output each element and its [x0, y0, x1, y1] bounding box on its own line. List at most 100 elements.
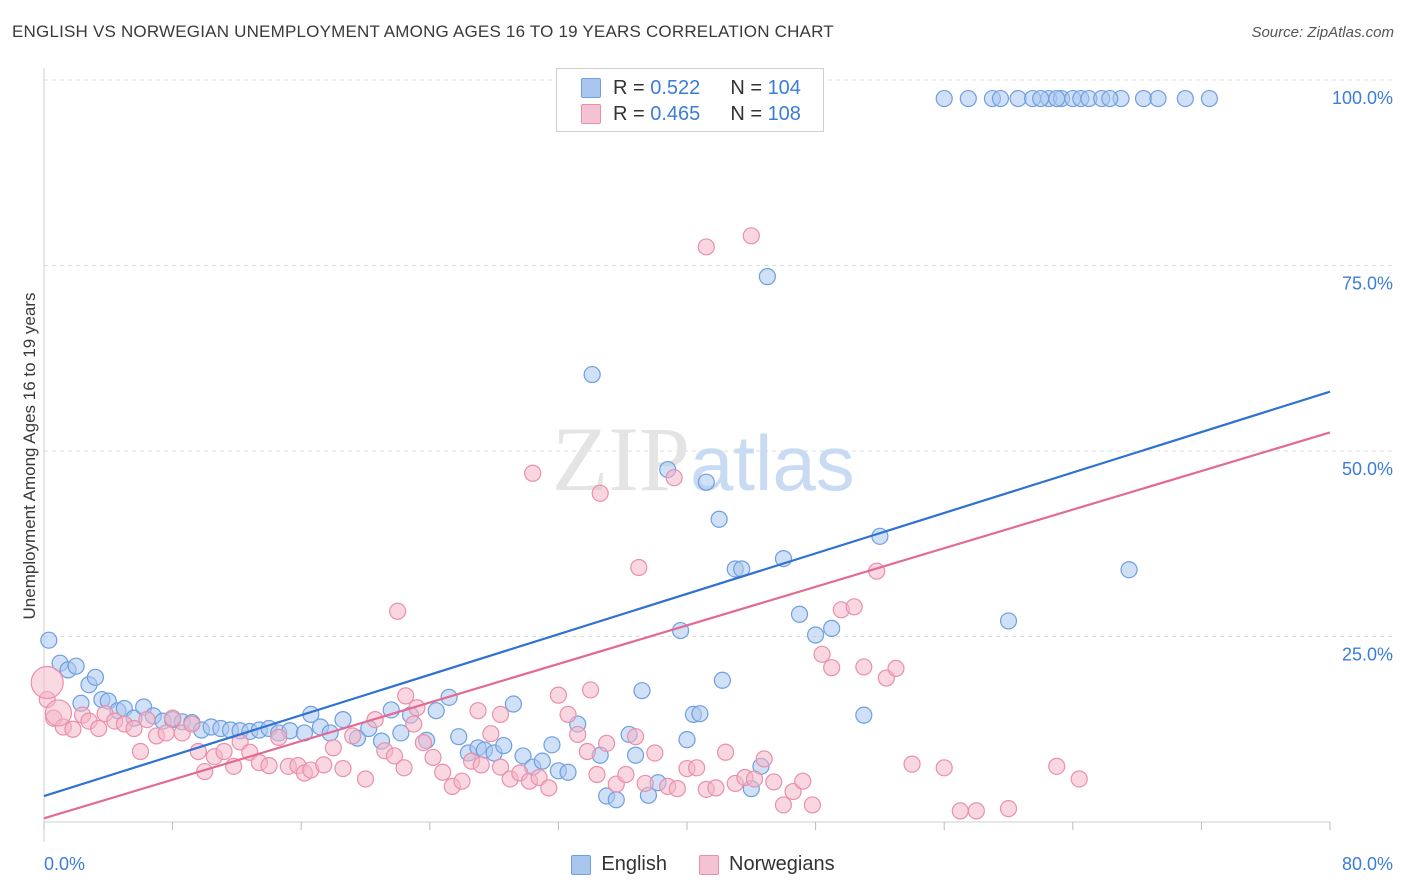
y-tick-label-100: 100.0%	[1332, 88, 1393, 108]
english-point	[697, 473, 715, 491]
english-point	[1149, 89, 1167, 108]
english-point	[1032, 89, 1050, 108]
norwegian-point	[164, 709, 182, 727]
norwegian-point	[183, 715, 201, 733]
chart-title: ENGLISH VS NORWEGIAN UNEMPLOYMENT AMONG …	[12, 22, 834, 41]
series-legend: English Norwegians	[0, 853, 1406, 876]
norwegian-point	[774, 796, 793, 814]
english-point	[806, 626, 825, 644]
norwegian-swatch	[581, 104, 601, 124]
english-point	[427, 702, 445, 720]
norwegian-point	[765, 773, 783, 791]
norwegian-point	[887, 659, 905, 678]
y-tick-label-50: 50.0%	[1342, 459, 1393, 479]
english-point	[855, 706, 873, 724]
norwegian-point	[414, 734, 432, 752]
norwegian-point	[626, 728, 645, 746]
english-point	[450, 728, 468, 746]
norwegian-point	[389, 602, 407, 620]
norwegian-point	[30, 665, 64, 700]
english-point	[607, 791, 625, 809]
norwegian-point	[794, 772, 812, 790]
english-r-label: R =	[613, 76, 645, 99]
norwegian-point	[397, 687, 415, 705]
english-point	[691, 705, 709, 723]
norwegian-point	[707, 779, 725, 797]
norwegian-point	[591, 484, 609, 502]
english-point	[758, 268, 776, 286]
norwegian-n-label: N =	[730, 102, 762, 125]
norwegian-point	[999, 800, 1018, 818]
norwegian-point	[935, 759, 953, 777]
watermark: ZIP atlas	[552, 408, 855, 510]
correlation-legend: R = 0.522 N = 104 R = 0.465 N = 108	[556, 68, 824, 132]
english-point	[790, 605, 809, 623]
norwegian-point	[315, 756, 333, 774]
legend-row-english: R = 0.522 N = 104	[581, 77, 801, 99]
norwegian-point	[1048, 757, 1066, 775]
norwegian-point	[44, 699, 73, 727]
norwegian-point	[540, 779, 558, 797]
y-tick-label-75: 75.0%	[1342, 274, 1393, 294]
norwegian-point	[668, 780, 686, 798]
english-n-label: N =	[730, 76, 762, 99]
english-point	[633, 682, 651, 700]
norwegian-point	[453, 772, 471, 790]
english-point	[533, 752, 551, 770]
english-trend-line	[43, 390, 1331, 798]
english-point	[1101, 89, 1119, 108]
norwegian-point	[472, 756, 490, 774]
norwegian-point	[1070, 770, 1088, 788]
legend-item-norwegians[interactable]: Norwegians	[699, 853, 835, 876]
axes	[43, 68, 1331, 842]
norwegian-point	[64, 720, 82, 738]
norwegian-point	[581, 681, 600, 699]
english-legend-label: English	[601, 853, 667, 875]
norwegian-points	[30, 227, 1088, 820]
norwegian-point	[482, 725, 500, 743]
norwegian-point	[646, 744, 664, 762]
y-tick-label-25: 25.0%	[1342, 645, 1393, 665]
norwegian-point	[569, 725, 587, 744]
english-point	[392, 724, 410, 742]
english-point	[959, 89, 977, 108]
norwegian-point	[665, 469, 683, 487]
english-legend-swatch	[571, 854, 592, 875]
english-point	[710, 510, 728, 528]
norwegian-point	[491, 758, 510, 776]
watermark-zip: ZIP	[552, 408, 690, 510]
norwegian-point	[755, 750, 773, 768]
norwegian-point	[469, 702, 487, 720]
norwegian-point	[131, 742, 150, 761]
english-point	[999, 612, 1018, 630]
english-point	[823, 619, 841, 637]
norwegian-point	[630, 558, 648, 577]
watermark-atlas: atlas	[690, 419, 855, 507]
x-tick-label-0: 0.0%	[44, 854, 85, 874]
english-point	[86, 668, 105, 686]
legend-item-english[interactable]: English	[571, 853, 667, 876]
english-point	[626, 746, 645, 764]
norwegian-point	[189, 742, 207, 761]
norwegian-point	[855, 658, 873, 676]
norwegian-point	[588, 765, 606, 784]
norwegian-point	[270, 728, 288, 747]
norwegian-point	[636, 774, 654, 793]
norwegian-point	[424, 748, 442, 767]
english-point	[1009, 89, 1027, 108]
norwegian-point	[524, 464, 542, 482]
english-point	[495, 736, 513, 755]
english-point	[40, 631, 58, 649]
english-point	[514, 747, 532, 765]
norwegian-point	[617, 765, 635, 784]
norwegian-point	[549, 686, 568, 704]
norwegian-point	[742, 227, 760, 245]
norwegian-point	[951, 802, 969, 820]
norwegian-point	[356, 770, 375, 788]
norwegian-point	[334, 759, 352, 778]
english-point	[504, 695, 522, 713]
english-point	[991, 89, 1010, 108]
norwegian-point	[395, 759, 413, 777]
english-point	[1176, 89, 1194, 108]
